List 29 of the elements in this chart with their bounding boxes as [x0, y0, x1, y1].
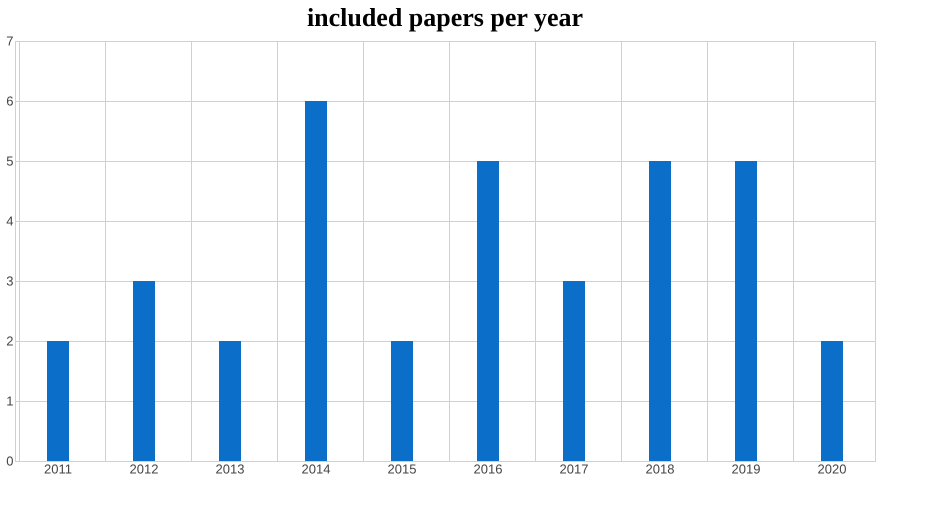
y-tick-label: 2 — [6, 334, 14, 348]
x-tick-label: 2019 — [732, 462, 760, 476]
bar — [391, 341, 413, 461]
y-tick-label: 7 — [6, 34, 14, 48]
x-tick-label: 2011 — [44, 462, 72, 476]
y-tick-label: 6 — [6, 94, 14, 108]
bar — [563, 281, 585, 461]
bar — [305, 101, 327, 461]
x-tick-label: 2020 — [818, 462, 846, 476]
x-tick-label: 2014 — [302, 462, 330, 476]
x-tick-label: 2016 — [474, 462, 502, 476]
x-tick-label: 2015 — [388, 462, 416, 476]
x-tick-label: 2012 — [130, 462, 158, 476]
bar — [649, 161, 671, 461]
y-tick-label: 1 — [6, 394, 14, 408]
bar — [219, 341, 241, 461]
chart-title: included papers per year — [306, 3, 584, 32]
bar — [47, 341, 69, 461]
bar — [133, 281, 155, 461]
y-tick-label: 3 — [6, 274, 14, 288]
x-tick-label: 2017 — [560, 462, 588, 476]
bar — [735, 161, 757, 461]
bar — [477, 161, 499, 461]
x-tick-label: 2013 — [216, 462, 244, 476]
x-tick-label: 2018 — [646, 462, 674, 476]
bar — [821, 341, 843, 461]
y-tick-label: 4 — [6, 214, 14, 228]
y-tick-label: 5 — [6, 154, 14, 168]
y-tick-label: 0 — [6, 454, 14, 468]
